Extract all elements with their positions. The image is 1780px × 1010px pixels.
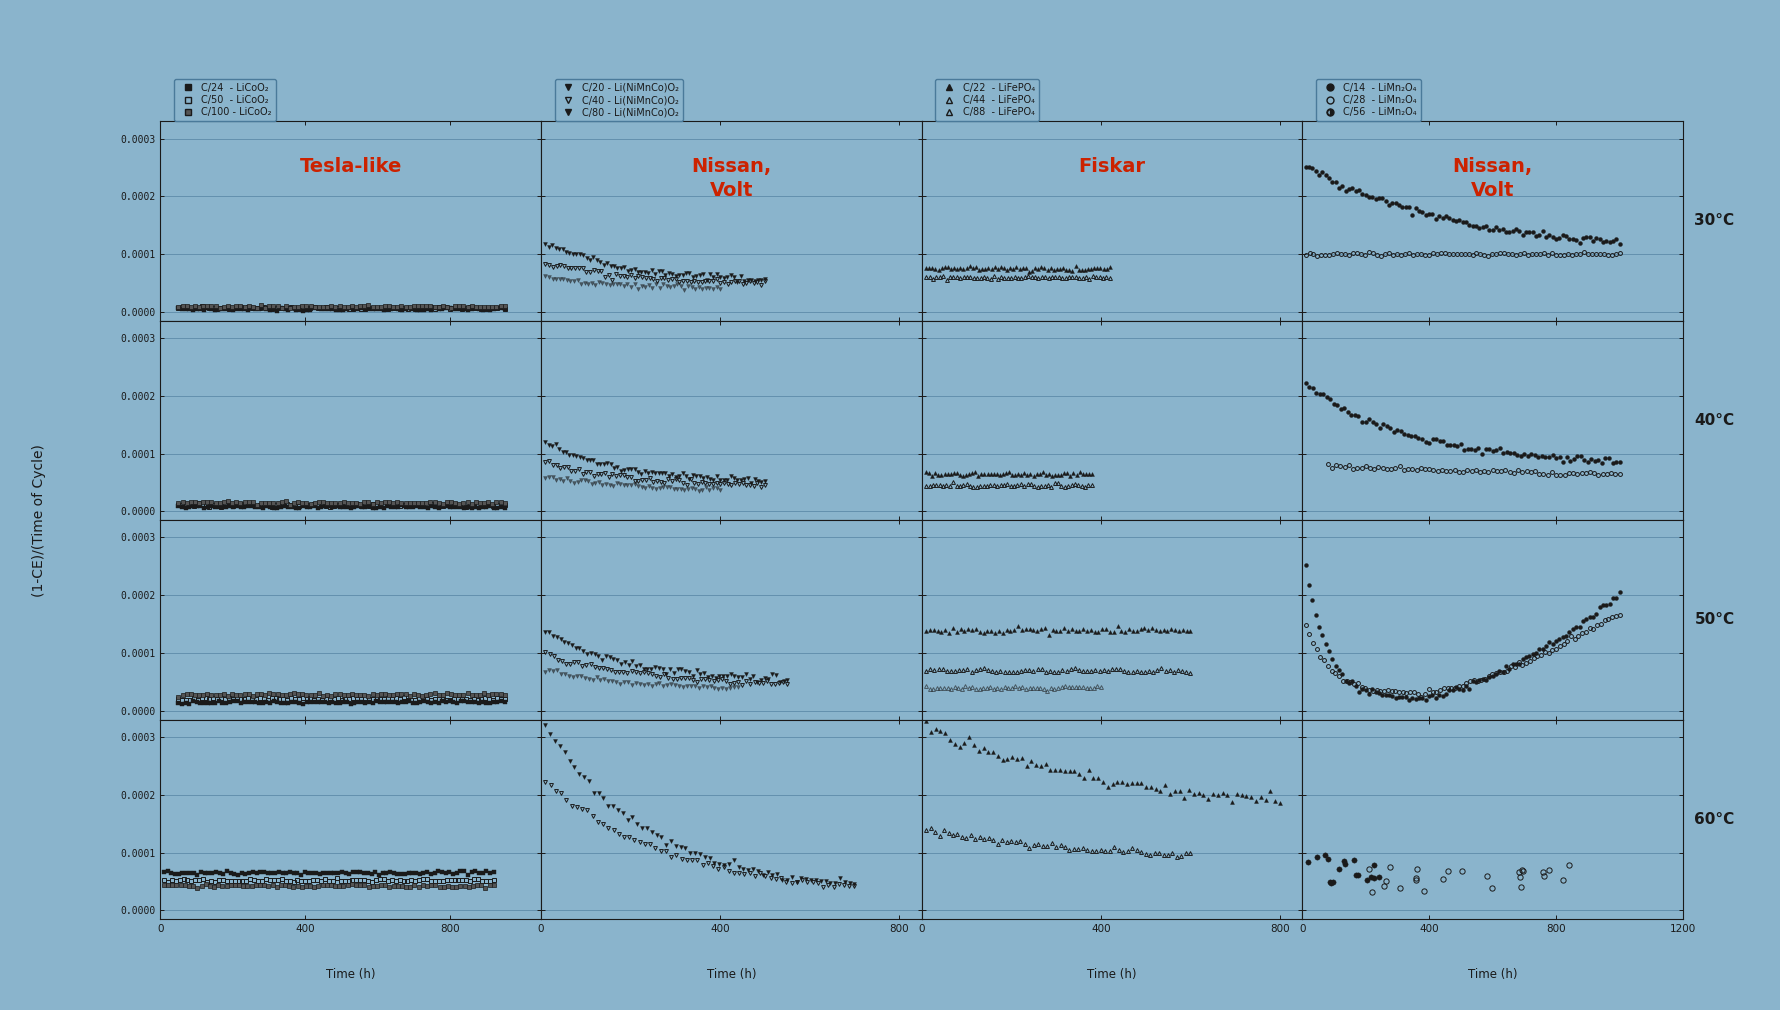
Text: 30°C: 30°C [1693, 213, 1734, 228]
Text: 50°C: 50°C [1693, 612, 1734, 627]
Text: Time (h): Time (h) [1086, 969, 1136, 981]
Legend: C/22  - LiFePO₄, C/44  - LiFePO₄, C/88  - LiFePO₄: C/22 - LiFePO₄, C/44 - LiFePO₄, C/88 - L… [934, 79, 1038, 121]
Text: Fiskar: Fiskar [1079, 158, 1145, 176]
Text: (1-CE)/(Time of Cycle): (1-CE)/(Time of Cycle) [32, 443, 46, 597]
Legend: C/24  - LiCoO₂, C/50  - LiCoO₂, C/100 - LiCoO₂: C/24 - LiCoO₂, C/50 - LiCoO₂, C/100 - Li… [174, 79, 276, 121]
Text: Time (h): Time (h) [707, 969, 756, 981]
Text: Time (h): Time (h) [1467, 969, 1517, 981]
Text: Nissan,
Volt: Nissan, Volt [691, 158, 771, 200]
Text: 40°C: 40°C [1693, 413, 1734, 428]
Text: 60°C: 60°C [1693, 812, 1734, 827]
Text: Nissan,
Volt: Nissan, Volt [1452, 158, 1533, 200]
Legend: C/14  - LiMn₂O₄, C/28  - LiMn₂O₄, C/56  - LiMn₂O₄: C/14 - LiMn₂O₄, C/28 - LiMn₂O₄, C/56 - L… [1315, 79, 1420, 121]
Text: Tesla-like: Tesla-like [299, 158, 402, 176]
Text: Time (h): Time (h) [326, 969, 376, 981]
Legend: C/20 - Li(NiMnCo)O₂, C/40 - Li(NiMnCo)O₂, C/80 - Li(NiMnCo)O₂: C/20 - Li(NiMnCo)O₂, C/40 - Li(NiMnCo)O₂… [554, 79, 682, 121]
